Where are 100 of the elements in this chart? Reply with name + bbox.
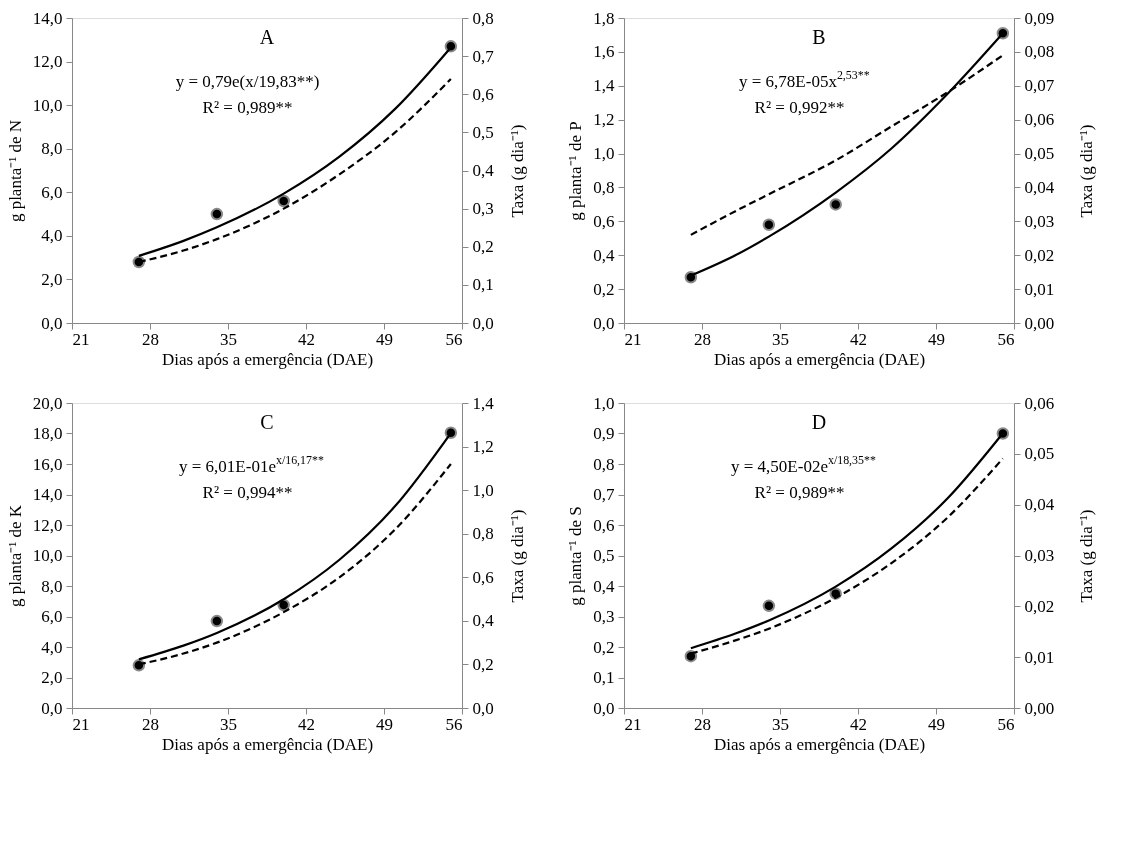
x-tick-label: 21	[72, 714, 90, 734]
y2-tick-label: 0,4	[472, 161, 495, 180]
y-tick-label: 0,2	[593, 279, 615, 299]
y-tick-label: 0,8	[593, 454, 615, 474]
y2-axis-title: Taxa (g dia⁻¹)	[1077, 509, 1097, 603]
x-tick-label: 35	[772, 329, 789, 349]
y2-tick-label: 0,09	[1024, 8, 1055, 28]
x-tick-label: 42	[850, 714, 867, 734]
y2-tick-label: 0,0	[472, 313, 494, 333]
y-tick-label: 1,2	[593, 110, 615, 130]
y-axis-title: g planta⁻¹ de P	[566, 121, 586, 221]
y2-tick-label: 0,03	[1024, 546, 1055, 565]
x-tick-label: 42	[850, 329, 867, 349]
y-tick-label: 0,6	[593, 515, 615, 535]
y-tick-label: 8,0	[41, 139, 63, 159]
y2-tick-label: 1,0	[472, 480, 494, 500]
y-tick-label: 1,0	[593, 144, 615, 164]
y2-tick-label: 0,04	[1024, 177, 1055, 197]
y-tick-label: 0,1	[593, 668, 615, 687]
y-tick-label: 1,6	[593, 42, 615, 62]
x-tick-label: 56	[997, 329, 1015, 349]
y-tick-label: 14,0	[32, 485, 63, 504]
y-tick-label: 14,0	[32, 8, 63, 28]
y-tick-label: 0,4	[593, 245, 615, 265]
x-tick-label: 56	[445, 329, 463, 349]
x-tick-label: 49	[376, 329, 393, 349]
x-tick-label: 56	[445, 714, 463, 734]
y-tick-label: 0,7	[593, 485, 615, 504]
x-axis-title: Dias após a emergência (DAE)	[161, 734, 374, 754]
y-tick-label: 0,0	[593, 313, 615, 333]
x-tick-label: 28	[694, 714, 711, 734]
annotation: R² = 0,992**	[754, 98, 845, 118]
y-tick-label: 0,0	[41, 313, 63, 333]
y2-tick-label: 0,07	[1024, 76, 1055, 96]
x-tick-label: 28	[142, 329, 159, 349]
x-tick-label: 35	[220, 329, 237, 349]
y-axis-title: g planta⁻¹ de K	[5, 504, 25, 608]
x-tick-label: 21	[624, 329, 642, 349]
chart-title: D	[811, 411, 827, 433]
y2-tick-label: 0,6	[472, 84, 494, 104]
y-tick-label: 1,8	[593, 8, 615, 28]
annotation: y = 0,79e(x/19,83**)	[175, 72, 320, 92]
x-tick-label: 42	[298, 714, 315, 734]
y2-tick-label: 0,01	[1024, 647, 1055, 667]
y2-tick-label: 0,5	[472, 122, 494, 142]
y2-tick-label: 0,2	[472, 654, 494, 674]
y-tick-label: 10,0	[32, 546, 63, 565]
y-tick-label: 0,2	[593, 637, 615, 657]
y2-tick-label: 0,0	[472, 698, 494, 718]
y-tick-label: 6,0	[41, 182, 63, 202]
y-tick-label: 1,4	[593, 76, 615, 96]
y2-tick-label: 0,02	[1024, 245, 1055, 265]
y2-axis-title: Taxa (g dia⁻¹)	[507, 509, 527, 603]
y-tick-label: 12,0	[32, 52, 63, 72]
y-tick-label: 0,9	[593, 424, 615, 443]
y2-axis-title: Taxa (g dia⁻¹)	[507, 124, 527, 218]
y-tick-label: 20,0	[32, 393, 63, 413]
y2-tick-label: 0,03	[1024, 211, 1055, 231]
y2-tick-label: 0,04	[1024, 495, 1055, 515]
y2-tick-label: 0,00	[1024, 313, 1055, 333]
y-tick-label: 12,0	[32, 515, 63, 535]
y-tick-label: 4,0	[41, 637, 63, 657]
chart-title: B	[812, 26, 826, 48]
annotation: R² = 0,994**	[202, 483, 293, 503]
x-tick-label: 56	[997, 714, 1015, 734]
y-tick-label: 10,0	[32, 95, 63, 115]
x-axis-title: Dias após a emergência (DAE)	[713, 734, 926, 754]
y2-tick-label: 0,06	[1024, 110, 1055, 130]
y-tick-label: 0,0	[41, 698, 63, 718]
x-tick-label: 28	[694, 329, 711, 349]
x-tick-label: 49	[376, 714, 393, 734]
x-tick-label: 21	[72, 329, 90, 349]
y-tick-label: 0,3	[593, 607, 615, 626]
y-tick-label: 0,0	[593, 698, 615, 718]
y2-tick-label: 1,4	[472, 393, 495, 413]
y2-tick-label: 0,4	[472, 611, 495, 631]
y2-tick-label: 0,6	[472, 567, 494, 587]
y-tick-label: 16,0	[32, 454, 63, 474]
y-tick-label: 1,0	[593, 393, 615, 413]
y-tick-label: 0,8	[593, 177, 615, 197]
y2-tick-label: 0,05	[1024, 144, 1055, 164]
y-tick-label: 0,5	[593, 546, 615, 565]
y-tick-label: 4,0	[41, 226, 63, 246]
chart-title: A	[259, 26, 275, 48]
x-axis-title: Dias após a emergência (DAE)	[713, 349, 926, 369]
y-axis-title: g planta⁻¹ de S	[566, 506, 586, 606]
chart-title: C	[260, 411, 274, 433]
y2-tick-label: 0,7	[472, 46, 495, 66]
y-tick-label: 6,0	[41, 607, 63, 626]
annotation: R² = 0,989**	[754, 483, 845, 503]
x-tick-label: 21	[624, 714, 642, 734]
x-tick-label: 42	[298, 329, 315, 349]
y-tick-label: 2,0	[41, 668, 63, 687]
y-tick-label: 18,0	[32, 424, 63, 443]
x-tick-label: 49	[928, 714, 945, 734]
y2-axis-title: Taxa (g dia⁻¹)	[1077, 124, 1097, 218]
x-tick-label: 28	[142, 714, 159, 734]
annotation: R² = 0,989**	[202, 98, 293, 118]
x-tick-label: 49	[928, 329, 945, 349]
y2-tick-label: 0,01	[1024, 279, 1055, 299]
